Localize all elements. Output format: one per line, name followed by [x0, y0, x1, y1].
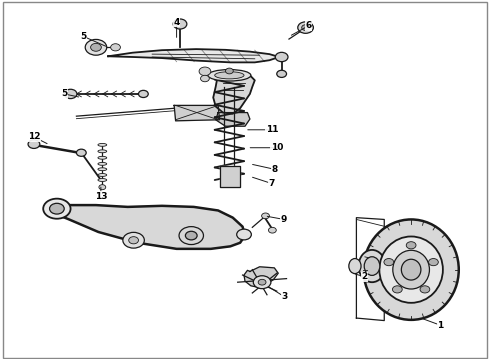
Text: 3: 3 [281, 292, 287, 301]
Circle shape [139, 90, 148, 98]
Circle shape [225, 68, 233, 74]
Ellipse shape [364, 220, 459, 320]
Ellipse shape [401, 259, 421, 280]
Circle shape [28, 140, 40, 148]
Circle shape [200, 75, 209, 82]
Text: 6: 6 [305, 21, 312, 30]
Text: 7: 7 [269, 179, 275, 188]
Circle shape [384, 258, 393, 266]
Ellipse shape [98, 150, 107, 153]
Text: 8: 8 [271, 165, 277, 174]
Circle shape [277, 70, 287, 77]
Circle shape [237, 229, 251, 240]
Ellipse shape [98, 143, 107, 146]
Circle shape [392, 286, 402, 293]
Circle shape [49, 203, 64, 214]
Text: 13: 13 [95, 192, 107, 201]
Circle shape [269, 227, 276, 233]
Circle shape [64, 89, 77, 99]
Text: 4: 4 [173, 18, 180, 27]
Circle shape [429, 258, 439, 266]
Ellipse shape [349, 258, 361, 274]
Circle shape [43, 199, 71, 219]
Ellipse shape [98, 162, 107, 165]
Ellipse shape [98, 179, 107, 181]
Text: 5: 5 [81, 32, 87, 41]
Circle shape [199, 67, 211, 76]
Circle shape [420, 286, 430, 293]
Circle shape [258, 279, 266, 285]
Polygon shape [213, 74, 255, 114]
Ellipse shape [98, 168, 107, 171]
Circle shape [185, 231, 197, 240]
Ellipse shape [379, 237, 443, 303]
Ellipse shape [364, 257, 380, 275]
Circle shape [179, 226, 203, 244]
Text: 5: 5 [61, 89, 67, 98]
Circle shape [302, 25, 310, 31]
Circle shape [91, 43, 101, 51]
Circle shape [275, 52, 288, 62]
Ellipse shape [98, 174, 107, 176]
Ellipse shape [98, 156, 107, 159]
Circle shape [253, 276, 271, 289]
Ellipse shape [393, 250, 429, 289]
Ellipse shape [359, 250, 386, 282]
Text: 12: 12 [27, 132, 40, 141]
Ellipse shape [215, 72, 244, 79]
Polygon shape [174, 105, 220, 121]
Text: 9: 9 [281, 215, 287, 224]
Circle shape [99, 185, 106, 190]
Circle shape [298, 22, 314, 33]
Circle shape [76, 149, 86, 156]
Circle shape [129, 237, 139, 244]
Text: 10: 10 [270, 143, 283, 152]
Polygon shape [216, 113, 250, 126]
Circle shape [111, 44, 121, 51]
Circle shape [123, 232, 145, 248]
Polygon shape [108, 49, 279, 62]
Text: 11: 11 [266, 125, 278, 134]
Circle shape [173, 19, 187, 29]
Polygon shape [220, 166, 240, 187]
Circle shape [406, 242, 416, 249]
Ellipse shape [208, 69, 251, 81]
Text: 2: 2 [362, 272, 368, 281]
Polygon shape [244, 267, 278, 288]
Text: 1: 1 [437, 321, 443, 330]
Circle shape [262, 213, 270, 219]
Polygon shape [47, 205, 245, 249]
Circle shape [85, 40, 107, 55]
